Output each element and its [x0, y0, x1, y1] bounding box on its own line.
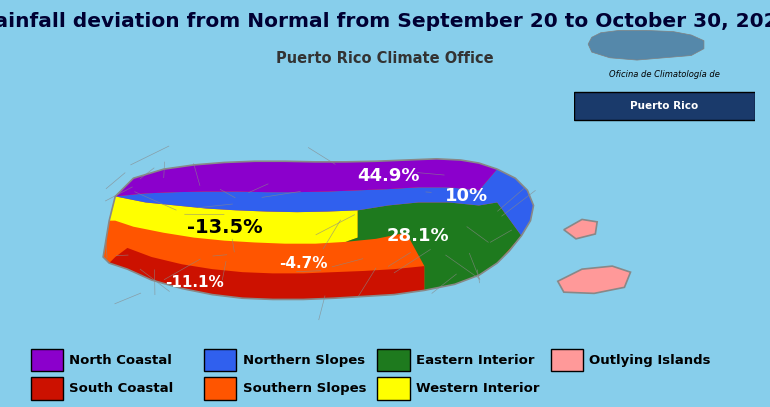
Polygon shape: [116, 159, 497, 197]
Text: North Coastal: North Coastal: [69, 354, 172, 367]
Text: Rainfall deviation from Normal from September 20 to October 30, 2023: Rainfall deviation from Normal from Sept…: [0, 12, 770, 31]
Polygon shape: [346, 202, 521, 290]
Polygon shape: [116, 169, 534, 236]
Text: Outlying Islands: Outlying Islands: [589, 354, 711, 367]
Text: -11.1%: -11.1%: [165, 275, 223, 290]
Text: 28.1%: 28.1%: [387, 227, 450, 245]
Text: Southern Slopes: Southern Slopes: [243, 382, 366, 395]
Text: 44.9%: 44.9%: [357, 167, 420, 186]
Text: Puerto Rico Climate Office: Puerto Rico Climate Office: [276, 51, 494, 66]
Text: Puerto Rico: Puerto Rico: [630, 101, 698, 111]
Text: 10%: 10%: [445, 187, 488, 206]
Text: South Coastal: South Coastal: [69, 382, 173, 395]
Polygon shape: [557, 266, 631, 293]
Polygon shape: [109, 197, 358, 244]
Text: Eastern Interior: Eastern Interior: [416, 354, 534, 367]
FancyBboxPatch shape: [574, 92, 755, 120]
Text: -13.5%: -13.5%: [186, 219, 262, 237]
Polygon shape: [103, 159, 534, 300]
Text: Western Interior: Western Interior: [416, 382, 539, 395]
Text: Oficina de Climatología de: Oficina de Climatología de: [609, 70, 719, 79]
Polygon shape: [588, 31, 704, 60]
Text: Northern Slopes: Northern Slopes: [243, 354, 365, 367]
Polygon shape: [564, 219, 598, 239]
Polygon shape: [103, 248, 424, 300]
Text: -4.7%: -4.7%: [279, 256, 327, 271]
